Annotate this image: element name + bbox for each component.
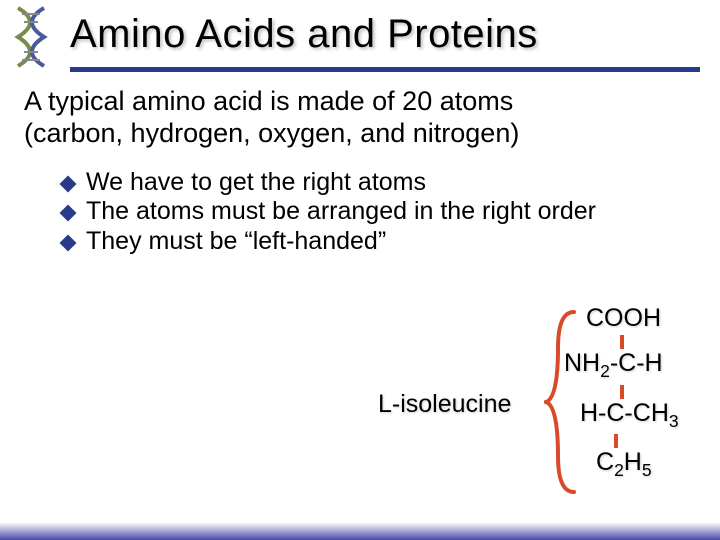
mol-line: C2H5	[596, 450, 679, 480]
mol-text: COOH	[586, 304, 661, 332]
subscript: 5	[642, 460, 652, 480]
intro-line: (carbon, hydrogen, oxygen, and nitrogen)	[24, 118, 519, 148]
dna-helix-icon	[8, 6, 58, 68]
diamond-bullet-icon	[58, 197, 86, 227]
mol-line: NH2-C-H	[564, 351, 679, 381]
title-bar: Amino Acids and Proteins	[0, 0, 720, 61]
mol-text: C	[596, 448, 614, 476]
molecule-label: L-isoleucine	[378, 390, 511, 419]
list-item: They must be “left-handed”	[58, 227, 696, 257]
slide-title: Amino Acids and Proteins	[70, 12, 720, 57]
content-area: A typical amino acid is made of 20 atoms…	[0, 72, 720, 256]
list-item: The atoms must be arranged in the right …	[58, 197, 696, 227]
mol-text: H	[624, 448, 642, 476]
bond-icon	[614, 434, 618, 448]
brace-icon	[544, 308, 578, 496]
mol-line: COOH	[586, 306, 679, 331]
molecule-diagram: L-isoleucine COOH NH2-C-H H-C-CH3 C2H5	[436, 310, 696, 520]
subscript: 3	[669, 411, 679, 431]
mol-line: H-C-CH3	[580, 401, 679, 431]
bond-icon	[620, 335, 624, 349]
subscript: 2	[614, 460, 624, 480]
mol-text: H-C-CH	[580, 399, 669, 427]
bullet-list: We have to get the right atoms The atoms…	[24, 168, 696, 257]
list-item: We have to get the right atoms	[58, 168, 696, 198]
bullet-text: We have to get the right atoms	[86, 168, 426, 198]
intro-line: A typical amino acid is made of 20 atoms	[24, 86, 513, 116]
bullet-text: The atoms must be arranged in the right …	[86, 197, 596, 227]
mol-text: NH	[564, 349, 600, 377]
footer-gradient	[0, 522, 720, 540]
intro-text: A typical amino acid is made of 20 atoms…	[24, 86, 696, 150]
subscript: 2	[600, 361, 610, 381]
bullet-text: They must be “left-handed”	[86, 227, 386, 257]
bond-icon	[620, 385, 624, 399]
diamond-bullet-icon	[58, 168, 86, 198]
mol-text: -C-H	[610, 349, 663, 377]
diamond-bullet-icon	[58, 227, 86, 257]
molecule-structure: COOH NH2-C-H H-C-CH3 C2H5	[586, 306, 679, 484]
